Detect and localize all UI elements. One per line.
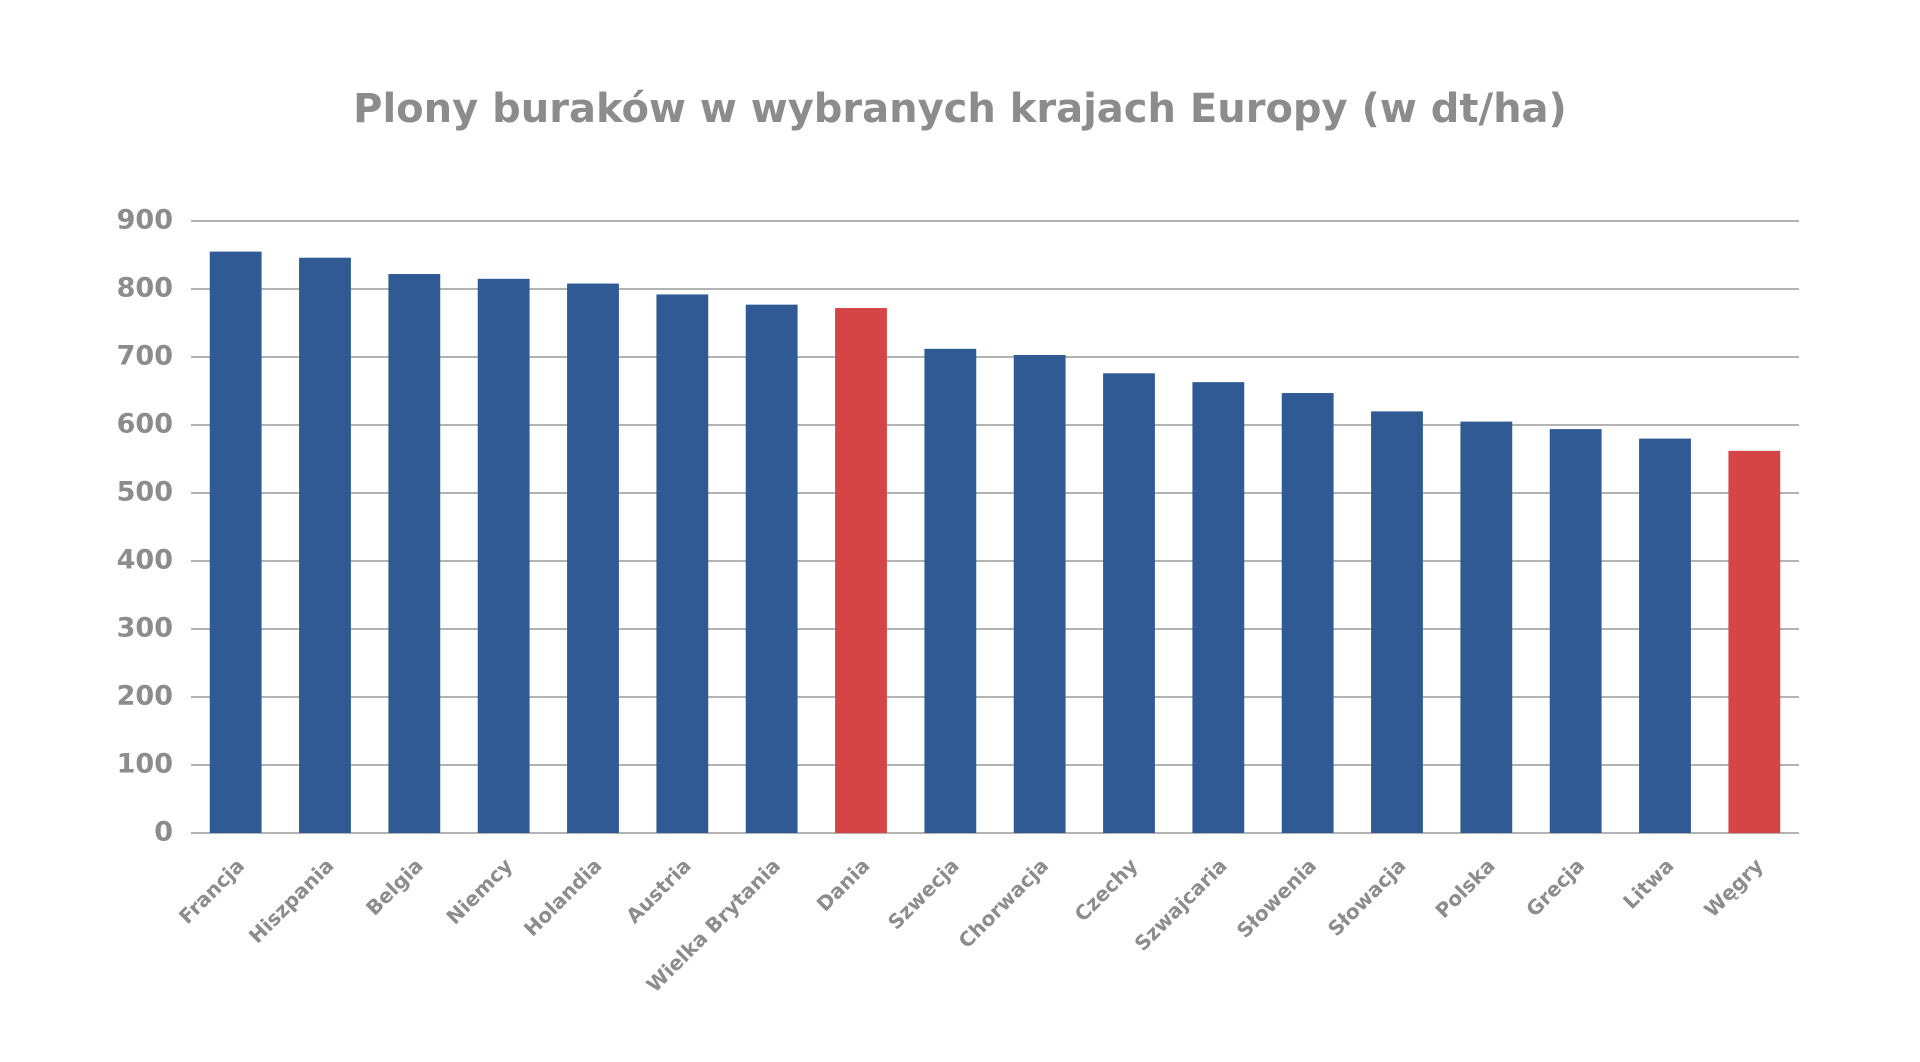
bar: [835, 308, 887, 833]
bar: [388, 274, 441, 833]
bar: [1013, 354, 1066, 833]
bar: [567, 283, 619, 833]
x-tick-label: Chorwacja: [954, 853, 1053, 952]
x-tick-label: Holandia: [519, 853, 607, 941]
x-tick-label: Słowacja: [1323, 853, 1411, 941]
y-tick-label: 200: [117, 681, 173, 712]
x-tick-label: Szwecja: [883, 853, 964, 934]
y-tick-label: 400: [117, 545, 173, 576]
y-tick-label: 600: [117, 409, 173, 440]
x-tick-label: Austria: [621, 853, 696, 928]
bar: [1460, 421, 1513, 833]
bar: [1192, 382, 1245, 833]
y-tick-label: 500: [117, 477, 173, 508]
chart-title: Plony buraków w wybranych krajach Europy…: [353, 86, 1567, 132]
x-tick-label: Węgry: [1699, 853, 1767, 921]
bar: [1728, 450, 1781, 833]
x-tick-label: Belgia: [361, 853, 428, 920]
y-tick-label: 0: [154, 817, 173, 848]
bar: [924, 348, 977, 833]
bar: [656, 294, 709, 833]
y-tick-label: 700: [117, 341, 173, 372]
bar: [745, 304, 798, 833]
x-tick-label: Hiszpania: [244, 853, 338, 947]
bar: [1639, 438, 1691, 833]
y-tick-label: 800: [117, 273, 173, 304]
bar: [1371, 411, 1423, 833]
y-tick-label: 300: [117, 613, 173, 644]
x-tick-label: Dania: [812, 853, 875, 916]
bar: [1281, 393, 1334, 833]
x-tick-label: Czechy: [1070, 853, 1143, 926]
y-tick-label: 900: [117, 205, 173, 236]
y-tick-label: 100: [117, 749, 173, 780]
bar: [299, 257, 351, 834]
x-tick-label: Niemcy: [442, 853, 518, 929]
x-tick-label: Polska: [1430, 853, 1499, 922]
bar: [1549, 429, 1602, 833]
x-tick-label: Francja: [174, 853, 249, 928]
bar: [1103, 373, 1155, 833]
x-tick-label: Litwa: [1618, 853, 1678, 913]
x-tick-label: Słowenia: [1232, 853, 1321, 942]
x-tick-label: Grecja: [1521, 853, 1589, 921]
x-tick-label: Szwajcaria: [1130, 853, 1232, 955]
bar: [477, 278, 530, 833]
bar: [209, 251, 262, 834]
